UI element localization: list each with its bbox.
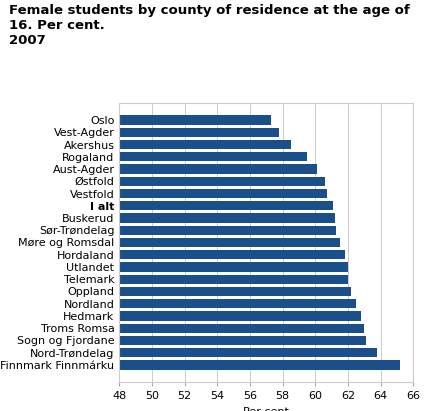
- X-axis label: Per cent: Per cent: [243, 407, 289, 411]
- Bar: [0, 213, 335, 223]
- Bar: [0, 275, 348, 284]
- Bar: [0, 152, 307, 162]
- Bar: [0, 177, 325, 186]
- Bar: [0, 140, 291, 149]
- Text: Female students by county of residence at the age of 16. Per cent.
2007: Female students by county of residence a…: [9, 4, 409, 47]
- Bar: [0, 312, 361, 321]
- Bar: [0, 164, 317, 173]
- Bar: [0, 323, 364, 333]
- Bar: [0, 287, 351, 296]
- Bar: [0, 128, 279, 137]
- Bar: [0, 360, 400, 369]
- Bar: [0, 238, 340, 247]
- Bar: [0, 299, 356, 308]
- Bar: [0, 189, 327, 198]
- Bar: [0, 201, 333, 210]
- Bar: [0, 226, 337, 235]
- Bar: [0, 336, 366, 345]
- Bar: [0, 262, 348, 272]
- Bar: [0, 115, 271, 125]
- Bar: [0, 250, 345, 259]
- Bar: [0, 348, 377, 357]
